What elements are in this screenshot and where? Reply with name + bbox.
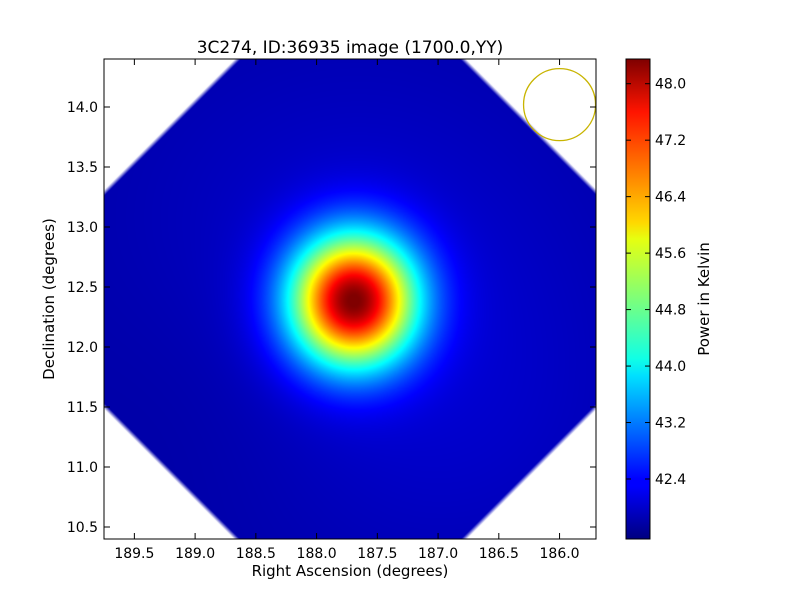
- colorbar-tick-label: 47.2: [655, 133, 686, 149]
- y-tick-label: 12.5: [67, 280, 98, 296]
- colorbar-ticks: 42.4 43.2 44.0 44.8 45.6 46.4 47.2 48.0: [626, 77, 686, 488]
- x-tick-label: 188.0: [297, 546, 337, 562]
- y-axis-label: Declination (degrees): [40, 218, 58, 380]
- plot-frame: [103, 58, 597, 540]
- x-tick-label: 186.0: [540, 546, 580, 562]
- chart-title: 3C274, ID:36935 image (1700.0,YY): [197, 38, 504, 58]
- colorbar-tick-label: 48.0: [655, 77, 686, 93]
- colorbar-tick-label: 46.4: [655, 190, 686, 206]
- y-tick-label: 13.5: [67, 160, 98, 176]
- colorbar-tick-label: 42.4: [655, 472, 686, 488]
- colorbar-tick-label: 45.6: [655, 246, 686, 262]
- colorbar-gradient: [625, 58, 651, 540]
- x-tick-label: 187.5: [357, 546, 397, 562]
- x-tick-label: 188.5: [236, 546, 276, 562]
- y-tick-label: 10.5: [67, 520, 98, 536]
- y-tick-label: 13.0: [67, 220, 98, 236]
- x-tick-label: 189.5: [114, 546, 154, 562]
- x-tick-label: 186.5: [479, 546, 519, 562]
- colorbar: 42.4 43.2 44.0 44.8 45.6 46.4 47.2 48.0 Power i…: [625, 58, 713, 540]
- y-tick-label: 14.0: [67, 100, 98, 116]
- y-tick-label: 12.0: [67, 340, 98, 356]
- x-axis-label: Right Ascension (degrees): [252, 562, 449, 580]
- y-axis: 10.5 11.0 11.5 12.0 12.5 13.0 13.5 14.0: [67, 100, 596, 536]
- colorbar-tick-label: 43.2: [655, 416, 686, 432]
- colorbar-tick-label: 44.0: [655, 359, 686, 375]
- heatmap-image: [104, 59, 596, 539]
- colorbar-label: Power in Kelvin: [695, 242, 713, 356]
- x-axis: 189.5 189.0 188.5 188.0 187.5 187.0 186.5 186.0: [114, 59, 580, 562]
- y-tick-label: 11.0: [67, 460, 98, 476]
- x-tick-label: 187.0: [418, 546, 458, 562]
- plot-area: [103, 58, 597, 540]
- y-tick-label: 11.5: [67, 400, 98, 416]
- colorbar-tick-label: 44.8: [655, 303, 686, 319]
- x-tick-label: 189.0: [175, 546, 215, 562]
